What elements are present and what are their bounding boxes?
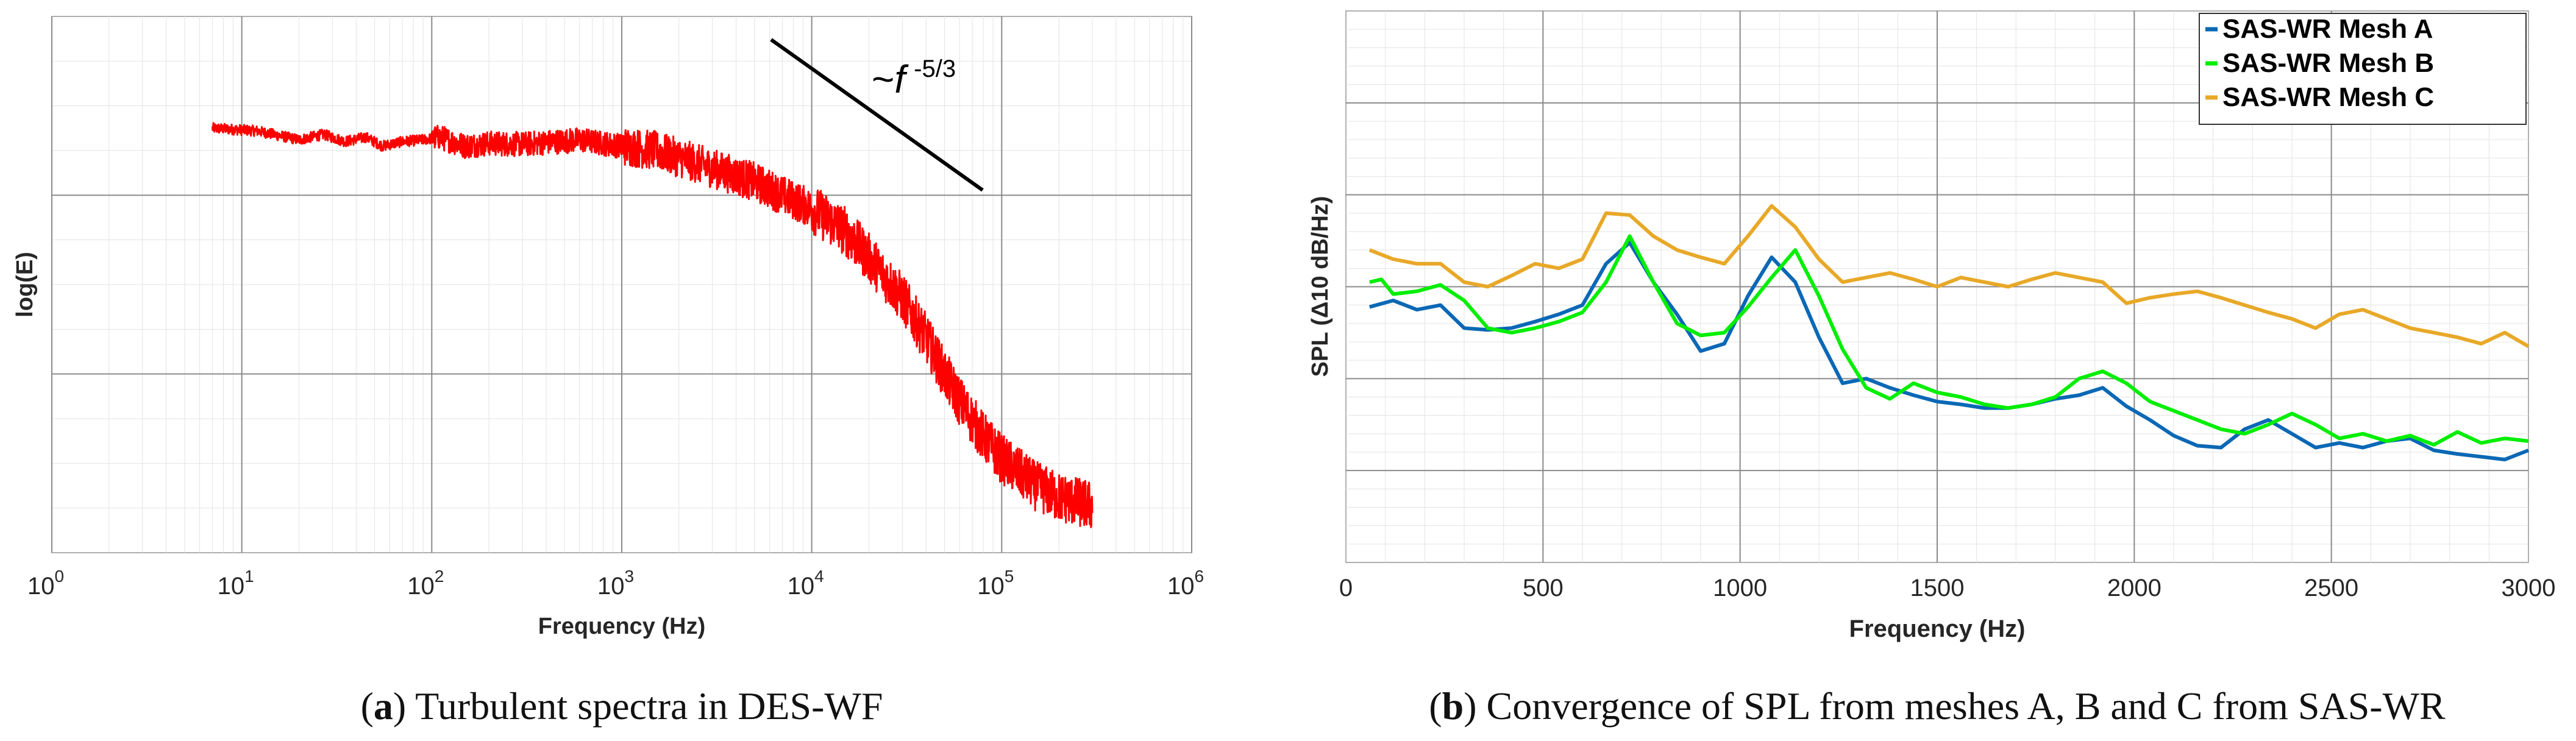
panel-b-x-tick-label: 1000: [1713, 575, 1767, 601]
panel-b-legend-label: SAS-WR Mesh B: [2222, 48, 2434, 78]
panel-b-y-axis-title: SPL (Δ10 dB/Hz): [1308, 196, 1333, 377]
panel-b-legend-label: SAS-WR Mesh C: [2222, 82, 2434, 112]
panel-b-legend: SAS-WR Mesh A SAS-WR Mesh B SAS-WR Mesh C: [2199, 13, 2527, 125]
panel-b-legend-label: SAS-WR Mesh A: [2222, 14, 2433, 44]
panel-b-x-tick-label: 2500: [2304, 575, 2358, 601]
panel-a: 100 101 102 103 104 105 106 ~f -5/3 Frequency (…: [12, 16, 1204, 728]
panel-b-series-line-3: [1368, 204, 2530, 349]
panel-b-x-tick-label: 2000: [2107, 575, 2161, 601]
panel-a-x-tick-label: 100: [27, 567, 64, 600]
panel-b: 0 500 1000 1500 2000 2500 3000 SAS-WR Mesh ASA…: [1308, 10, 2556, 728]
panel-b-series-line-2: [1369, 234, 2529, 447]
panel-b-data: [1368, 204, 2530, 462]
panel-a-x-tick-label: 101: [218, 567, 254, 600]
panel-a-x-tick-label: 102: [407, 567, 444, 600]
panel-a-caption: (a) Turbulent spectra in DES-WF: [361, 684, 883, 728]
panel-a-x-tick-label: 104: [788, 567, 824, 600]
panel-b-series-line-1: [1369, 241, 2530, 462]
panel-a-y-axis-title: log(E): [12, 252, 38, 317]
panel-b-caption: (b) Convergence of SPL from meshes A, B …: [1429, 684, 2446, 728]
panel-a-x-tick-label: 103: [597, 567, 634, 600]
panel-a-series-spectrum: [211, 122, 1094, 528]
panel-b-x-ticks: 0 500 1000 1500 2000 2500 3000: [1339, 575, 2556, 601]
panel-a-x-tick-label: 106: [1167, 567, 1204, 600]
panel-a-x-ticks: 100 101 102 103 104 105 106: [27, 567, 1204, 600]
panel-b-x-axis-title: Frequency (Hz): [1849, 615, 2026, 642]
panel-a-x-tick-label: 105: [977, 567, 1014, 600]
panel-a-data: [211, 122, 1094, 528]
panel-b-legend-box: [2199, 13, 2527, 125]
panel-b-x-tick-label: 0: [1339, 575, 1353, 601]
panel-b-x-tick-label: 500: [1523, 575, 1564, 601]
panel-b-x-tick-label: 1500: [1910, 575, 1965, 601]
panel-a-slope-line: [770, 38, 984, 192]
panel-a-x-axis-title: Frequency (Hz): [538, 614, 705, 639]
panel-b-x-tick-label: 3000: [2502, 575, 2556, 601]
